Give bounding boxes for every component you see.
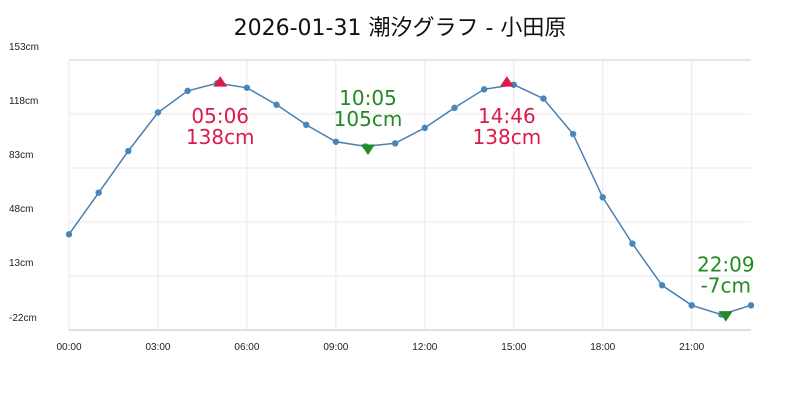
x-tick-label: 03:00 bbox=[145, 342, 170, 353]
x-tick-label: 06:00 bbox=[234, 342, 259, 353]
tide-point bbox=[599, 194, 606, 201]
x-tick-label: 00:00 bbox=[56, 342, 81, 353]
tide-point bbox=[391, 140, 399, 147]
low-tide-level: -7cm bbox=[701, 274, 751, 298]
grid-layer bbox=[68, 59, 751, 331]
high-tide-level: 138cm bbox=[186, 125, 255, 149]
tide-point bbox=[154, 109, 162, 116]
tide-line bbox=[68, 82, 752, 316]
y-tick-label: -22cm bbox=[9, 313, 37, 324]
y-tick-label: 48cm bbox=[9, 204, 33, 215]
high-tide-time: 05:06 bbox=[191, 104, 249, 128]
y-tick-label: 153cm bbox=[9, 42, 39, 53]
tide-point bbox=[421, 124, 429, 132]
tide-point bbox=[95, 189, 102, 196]
x-tick-label: 15:00 bbox=[501, 342, 526, 353]
x-tick-label: 21:00 bbox=[679, 342, 704, 353]
tide-point bbox=[451, 104, 458, 112]
tide-point bbox=[540, 95, 547, 102]
tide-point bbox=[747, 302, 755, 309]
tide-point bbox=[688, 302, 695, 309]
y-tick-label: 13cm bbox=[9, 258, 33, 269]
x-tick-label: 09:00 bbox=[323, 342, 348, 353]
tide-point bbox=[273, 101, 280, 108]
high-tide-level: 138cm bbox=[473, 125, 542, 149]
low-tide-marker bbox=[718, 311, 733, 322]
tide-point bbox=[184, 87, 191, 95]
tide-point bbox=[629, 240, 636, 247]
high-tide-time: 14:46 bbox=[478, 104, 536, 128]
tide-point bbox=[332, 138, 340, 145]
x-tick-labels: 00:00 03:00 06:00 09:00 12:00 15:00 18:00 21:00 bbox=[56, 342, 704, 353]
y-tick-label: 118cm bbox=[9, 96, 38, 107]
x-tick-label: 12:00 bbox=[412, 342, 437, 353]
tide-point bbox=[480, 86, 488, 93]
y-tick-label: 83cm bbox=[9, 150, 33, 161]
high-tide-marker bbox=[499, 76, 514, 87]
tide-series bbox=[65, 79, 755, 318]
low-tide-time: 22:09 bbox=[697, 253, 755, 277]
high-tide-marker bbox=[213, 76, 228, 87]
tide-point bbox=[65, 231, 73, 238]
tide-point bbox=[569, 130, 577, 138]
tide-point bbox=[125, 147, 132, 155]
chart-title: 2026-01-31 潮汐グラフ - 小田原 bbox=[234, 16, 567, 41]
tide-point bbox=[658, 282, 666, 289]
x-tick-label: 18:00 bbox=[590, 342, 615, 353]
low-tide-level: 105cm bbox=[334, 107, 403, 131]
low-tide-marker bbox=[360, 144, 375, 155]
y-tick-labels: 153cm 118cm 83cm 48cm 13cm -22cm bbox=[9, 42, 39, 324]
tide-point bbox=[303, 121, 310, 128]
tide-point bbox=[243, 84, 251, 91]
low-tide-time: 10:05 bbox=[339, 86, 397, 110]
